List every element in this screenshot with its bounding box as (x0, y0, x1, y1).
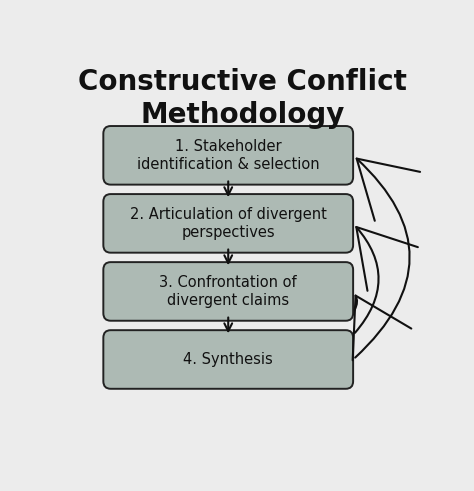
Text: 2. Articulation of divergent
perspectives: 2. Articulation of divergent perspective… (130, 207, 327, 240)
FancyArrowPatch shape (355, 227, 418, 333)
FancyArrowPatch shape (353, 296, 411, 360)
Text: 1. Stakeholder
identification & selection: 1. Stakeholder identification & selectio… (137, 139, 319, 171)
Text: 3. Confrontation of
divergent claims: 3. Confrontation of divergent claims (159, 275, 297, 308)
Text: 4. Synthesis: 4. Synthesis (183, 352, 273, 367)
Text: Constructive Conflict
Methodology: Constructive Conflict Methodology (79, 68, 407, 129)
FancyBboxPatch shape (103, 126, 353, 185)
FancyBboxPatch shape (103, 194, 353, 253)
FancyArrowPatch shape (355, 159, 420, 357)
FancyBboxPatch shape (103, 262, 353, 321)
FancyBboxPatch shape (103, 330, 353, 389)
